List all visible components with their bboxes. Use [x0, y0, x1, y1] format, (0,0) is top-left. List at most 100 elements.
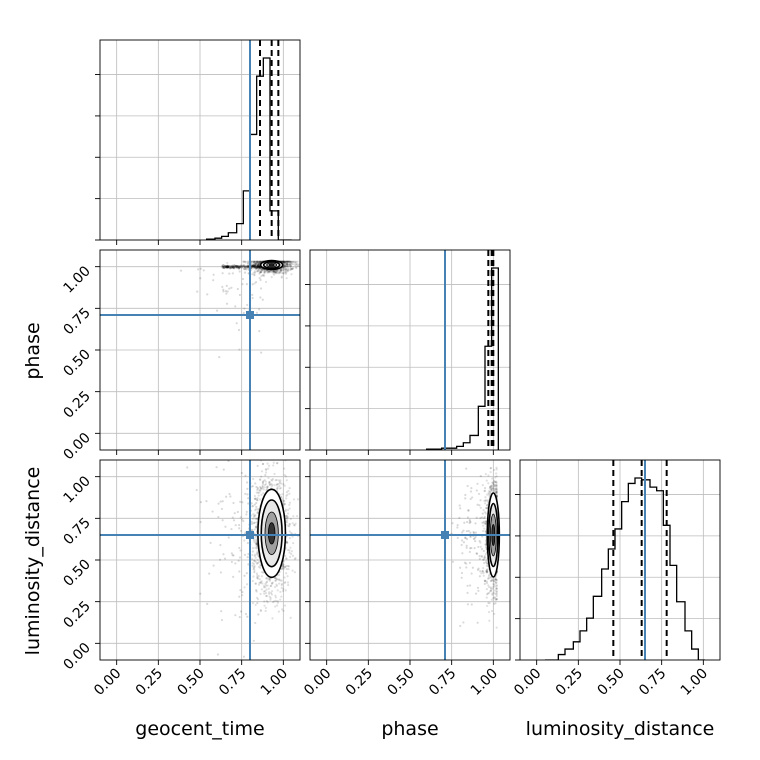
sample-point: [254, 517, 257, 520]
sample-point: [222, 468, 225, 471]
sample-point: [283, 503, 286, 506]
sample-point: [239, 500, 242, 503]
sample-point: [254, 603, 257, 607]
sample-point: [490, 579, 494, 582]
sample-point: [246, 541, 249, 545]
sample-point: [285, 262, 289, 266]
sample-point: [485, 564, 488, 568]
sample-point: [484, 522, 487, 525]
sample-point: [292, 541, 295, 545]
sample-point: [255, 260, 258, 263]
sample-point: [283, 581, 286, 585]
sample-point: [286, 268, 289, 271]
sample-point: [484, 499, 488, 502]
sample-point: [261, 582, 264, 585]
sample-point: [490, 488, 493, 492]
sample-point: [495, 598, 498, 601]
sample-point: [270, 275, 273, 279]
sample-point: [277, 578, 280, 581]
sample-point: [279, 590, 282, 593]
sample-point: [294, 260, 297, 263]
sample-point: [256, 261, 259, 264]
sample-point: [473, 537, 476, 540]
sample-point: [281, 608, 284, 611]
sample-point: [493, 583, 496, 586]
sample-point: [235, 265, 239, 268]
sample-point: [257, 583, 261, 586]
sample-point: [242, 267, 246, 270]
sample-point: [259, 609, 262, 612]
sample-point: [231, 516, 234, 519]
sample-point: [479, 545, 482, 548]
sample-point: [251, 265, 254, 268]
sample-point: [484, 520, 487, 523]
sample-point: [284, 261, 287, 264]
sample-point: [483, 511, 487, 514]
sample-point: [460, 543, 463, 547]
sample-point: [289, 260, 292, 264]
sample-point: [276, 589, 279, 592]
sample-point: [254, 514, 257, 517]
sample-point: [487, 611, 491, 614]
sample-point: [286, 265, 289, 268]
sample-point: [234, 264, 238, 268]
sample-point: [272, 272, 275, 275]
sample-point: [465, 467, 468, 470]
sample-point: [279, 579, 282, 582]
sample-point: [250, 265, 254, 268]
sample-point: [291, 267, 294, 271]
sample-point: [255, 526, 258, 529]
sample-point: [253, 559, 256, 562]
sample-point: [289, 268, 292, 272]
sample-point: [474, 540, 477, 543]
sample-point: [488, 487, 491, 490]
sample-point: [485, 479, 488, 482]
sample-point: [283, 270, 287, 273]
sample-point: [270, 270, 273, 274]
sample-point: [288, 263, 291, 266]
sample-point: [290, 550, 293, 553]
sample-point: [256, 577, 259, 580]
sample-point: [253, 528, 256, 531]
sample-point: [256, 601, 259, 605]
sample-point: [266, 584, 269, 587]
sample-point: [285, 269, 288, 272]
sample-point: [255, 265, 259, 269]
sample-point: [251, 602, 255, 605]
sample-point: [292, 266, 295, 269]
sample-point: [291, 263, 294, 266]
sample-point: [255, 485, 258, 489]
sample-point: [281, 567, 284, 570]
sample-point: [229, 495, 232, 498]
sample-point: [253, 265, 256, 269]
sample-point: [226, 265, 230, 269]
sample-point: [286, 518, 289, 522]
sample-point: [251, 293, 254, 296]
sample-point: [483, 499, 486, 502]
sample-point: [478, 504, 481, 507]
sample-point: [258, 265, 261, 268]
sample-point: [257, 265, 260, 269]
sample-point: [261, 274, 264, 277]
sample-point: [254, 267, 258, 270]
sample-point: [258, 266, 261, 269]
sample-point: [262, 488, 265, 491]
sample-point: [268, 270, 271, 273]
sample-point: [260, 274, 263, 278]
sample-point: [495, 466, 498, 469]
sample-point: [289, 264, 293, 267]
sample-point: [255, 261, 258, 264]
sample-point: [465, 537, 469, 541]
sample-point: [477, 492, 481, 496]
sample-point: [254, 281, 258, 284]
sample-point: [256, 558, 259, 562]
sample-point: [482, 558, 485, 561]
sample-point: [252, 264, 256, 268]
sample-point: [493, 487, 496, 491]
sample-point: [294, 266, 297, 269]
sample-point: [487, 575, 490, 578]
sample-point: [206, 602, 209, 605]
sample-point: [486, 571, 489, 574]
sample-point: [247, 552, 250, 556]
